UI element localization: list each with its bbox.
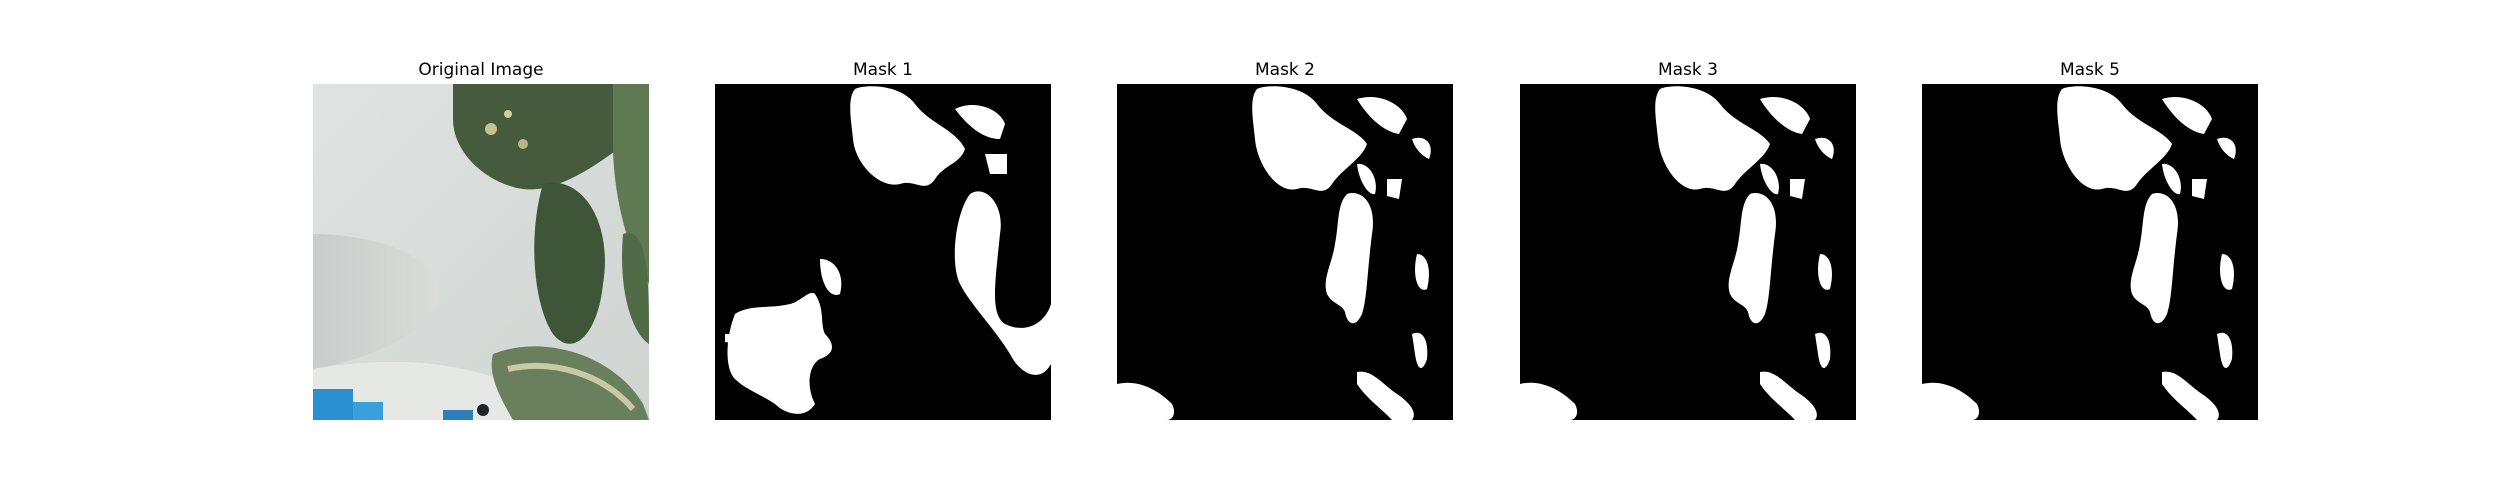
mask-2-image [1117, 84, 1453, 420]
mask-5-image [1922, 84, 2258, 420]
leaf-stem [613, 84, 649, 284]
leaf-top [453, 84, 649, 190]
mask-1-image [715, 84, 1051, 420]
panel-title: Original Image [418, 60, 544, 80]
leaf-middle [534, 182, 605, 344]
panel-mask-2: Mask 2 [1117, 58, 1453, 420]
original-image [313, 84, 649, 420]
panel-mask-5: Mask 5 [1922, 58, 2258, 420]
blue-strip [313, 389, 353, 420]
panel-title: Mask 1 [852, 60, 913, 80]
panel-mask-1: Mask 1 [715, 58, 1051, 420]
leaf-right [622, 232, 649, 344]
lamp-shade-shadow [313, 234, 439, 369]
panel-title: Mask 5 [2059, 60, 2120, 80]
panel-title: Mask 3 [1657, 60, 1718, 80]
panel-mask-3: Mask 3 [1520, 58, 1856, 420]
panel-original-image: Original Image [313, 58, 649, 420]
mask-3-image [1520, 84, 1856, 420]
panel-title: Mask 2 [1254, 60, 1315, 80]
